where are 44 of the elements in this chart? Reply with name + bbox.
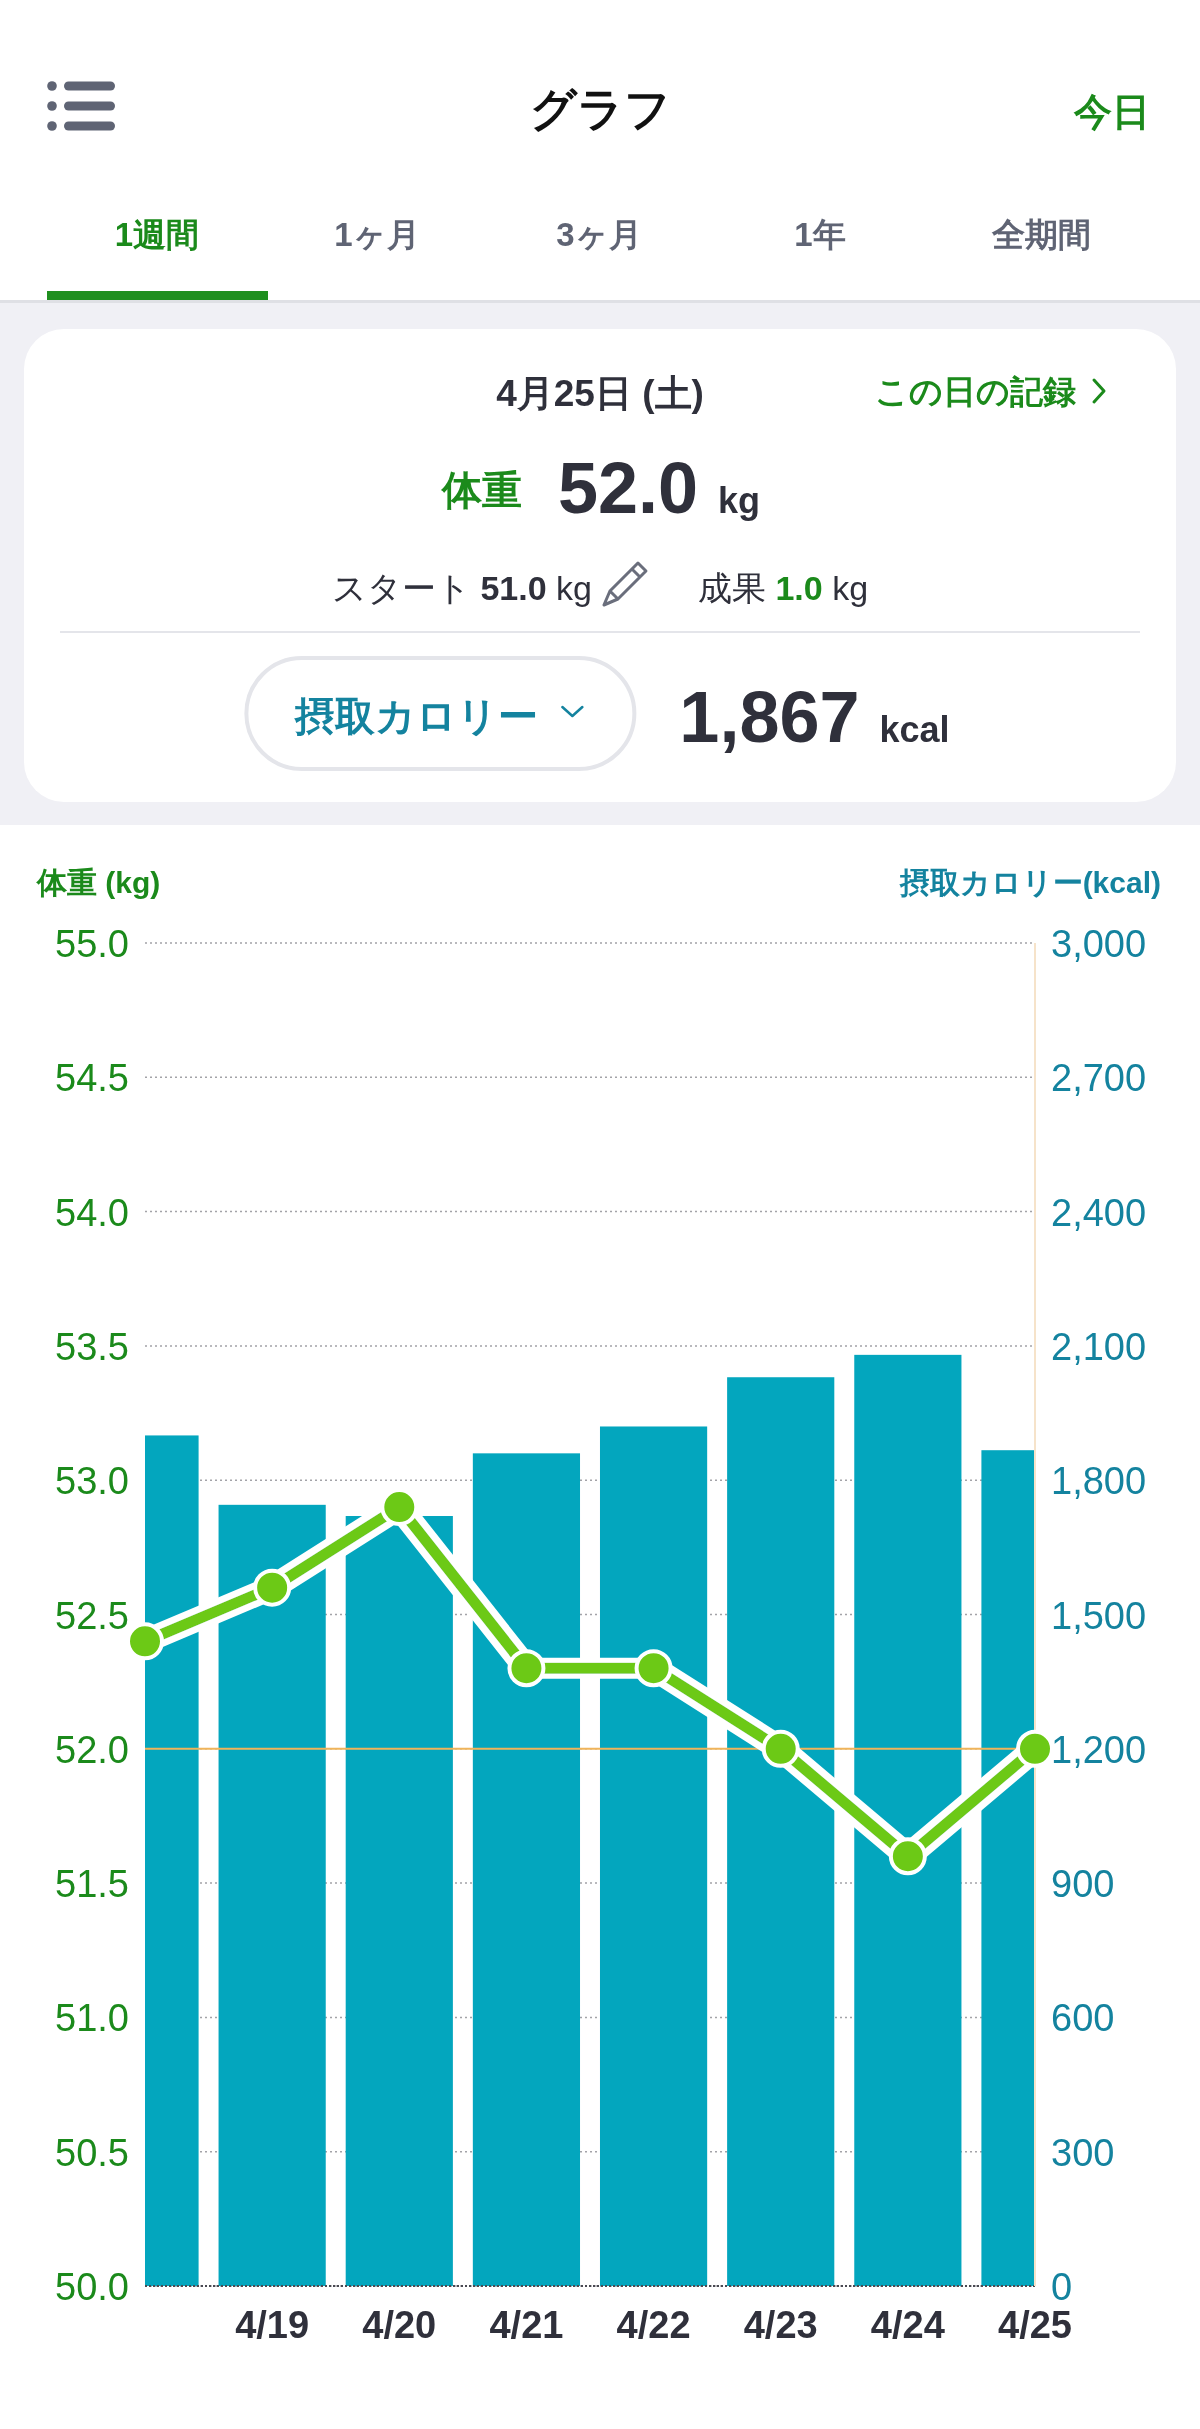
value-calories: 1,867 kcal — [679, 677, 950, 757]
x-tick-label: 4/24 — [870, 2304, 945, 2346]
y2-tick-label: 1,500 — [1051, 1594, 1147, 1637]
y-tick-label: 51.0 — [55, 1997, 129, 2040]
tab-label: 3ヶ月 — [556, 216, 642, 253]
y2-tick-label: 900 — [1051, 1863, 1115, 1906]
x-tick-label: 4/23 — [743, 2304, 818, 2346]
y2-tick-label: 600 — [1051, 1997, 1115, 2040]
tab-label: 全期間 — [991, 216, 1091, 253]
y-tick-label: 50.0 — [55, 2266, 129, 2308]
x-tick-label: 4/21 — [489, 2304, 564, 2346]
y2-tick-label: 2,400 — [1051, 1191, 1147, 1234]
title: グラフ — [529, 83, 671, 135]
x-tick-label: 4/22 — [616, 2304, 691, 2346]
tab-label: 1週間 — [114, 216, 200, 253]
tab-label: 1ヶ月 — [334, 216, 420, 253]
y-axis-title: 体重 (kg) — [37, 866, 161, 899]
y-tick-label: 54.0 — [55, 1191, 129, 1234]
y-tick-label: 55.0 — [55, 923, 129, 965]
x-tick-label: 4/19 — [235, 2304, 310, 2346]
y-tick-label: 52.5 — [55, 1594, 129, 1637]
value-weight: 52.0 kg — [557, 448, 761, 528]
y-tick-label: 52.0 — [55, 1728, 129, 1771]
y-tick-label: 53.0 — [55, 1460, 129, 1503]
y-tick-label: 54.5 — [55, 1057, 129, 1100]
button-today-label: 今日 — [1074, 91, 1150, 133]
result-weight: 成果 1.0 kg — [697, 569, 869, 607]
y2-tick-label: 1,800 — [1051, 1460, 1147, 1503]
date: 4月25日 (土) — [496, 373, 704, 414]
y2-tick-label: 2,100 — [1051, 1325, 1147, 1368]
y-tick-label: 50.5 — [55, 2131, 129, 2174]
y2-tick-label: 1,200 — [1051, 1728, 1147, 1771]
y-tick-label: 53.5 — [55, 1325, 129, 1368]
label-weight: 体重 — [441, 468, 522, 512]
y2-axis-title: 摂取カロリー(kcal) — [899, 866, 1161, 899]
tab-label: 1年 — [794, 216, 846, 253]
y2-tick-label: 2,700 — [1051, 1057, 1147, 1100]
link-record-label: この日の記録 — [875, 373, 1076, 410]
start-weight: スタート 51.0 kg — [331, 569, 592, 607]
dropdown-label: 摂取カロリー — [295, 694, 539, 738]
y2-tick-label: 3,000 — [1051, 923, 1147, 965]
x-tick-label: 4/20 — [362, 2304, 437, 2346]
y2-tick-label: 300 — [1051, 2131, 1115, 2174]
y-tick-label: 51.5 — [55, 1863, 129, 1906]
